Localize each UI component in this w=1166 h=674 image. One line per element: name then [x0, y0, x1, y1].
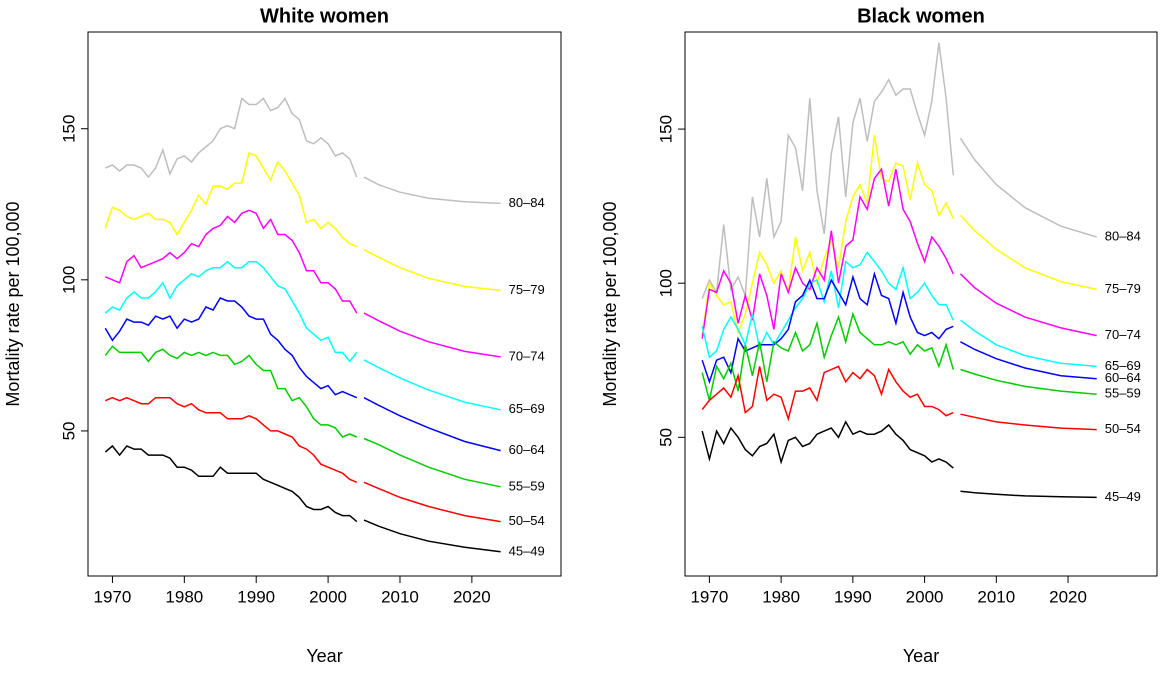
y-axis-title: Mortality rate per 100,000	[600, 201, 620, 406]
series-label: 70–74	[1105, 327, 1141, 342]
series-label: 60–64	[509, 442, 545, 457]
series-label: 60–64	[1105, 370, 1141, 385]
y-tick-label: 50	[59, 421, 78, 440]
series-label: 70–74	[509, 348, 545, 363]
series-line	[701, 167, 954, 339]
projection-line	[363, 437, 501, 488]
plot-box	[684, 31, 1158, 577]
series-label: 65–69	[509, 401, 545, 416]
y-tick-label: 100	[59, 266, 78, 294]
plot-box	[87, 31, 562, 577]
projection-line	[960, 341, 1097, 380]
x-tick-label: 2010	[381, 587, 419, 606]
projection-line	[363, 481, 501, 523]
projection-line	[363, 359, 501, 411]
x-tick-label: 1980	[165, 587, 203, 606]
x-tick-label: 1970	[94, 587, 132, 606]
series-label: 75–79	[509, 282, 545, 297]
series-line	[104, 297, 358, 399]
series-line	[701, 42, 955, 299]
series-line	[105, 97, 358, 179]
series-label: 55–59	[509, 478, 545, 493]
x-tick-label: 2010	[977, 587, 1015, 606]
series-label: 80–84	[1105, 228, 1141, 243]
x-tick-label: 1990	[237, 587, 275, 606]
series-line	[105, 209, 358, 314]
chart-title: Black women	[857, 5, 985, 27]
series-line	[701, 135, 954, 336]
projection-line	[960, 490, 1097, 499]
series-line	[104, 444, 358, 523]
x-tick-label: 1970	[690, 587, 728, 606]
projection-line	[363, 248, 501, 292]
series-label: 80–84	[509, 195, 545, 210]
projection-line	[363, 176, 501, 205]
x-tick-label: 2020	[1049, 587, 1087, 606]
projection-line	[363, 312, 501, 358]
projection-line	[960, 413, 1097, 431]
y-tick-label: 100	[656, 269, 675, 297]
x-tick-label: 2000	[906, 587, 944, 606]
series-line	[701, 365, 954, 422]
series-label: 55–59	[1105, 386, 1141, 401]
projection-line	[363, 397, 501, 452]
series-line	[701, 311, 955, 401]
x-tick-label: 1980	[762, 587, 800, 606]
series-line	[104, 345, 358, 438]
series-line	[701, 251, 954, 359]
series-line	[701, 420, 954, 469]
y-tick-label: 50	[656, 428, 675, 447]
x-axis-title: Year	[306, 646, 342, 666]
series-line	[105, 396, 358, 483]
y-tick-label: 150	[59, 115, 78, 143]
projection-line	[959, 273, 1097, 337]
series-label: 65–69	[1105, 358, 1141, 373]
chart-title: White women	[260, 5, 389, 27]
projection-line	[960, 319, 1097, 368]
y-tick-label: 150	[656, 115, 675, 143]
series-label: 45–49	[509, 543, 545, 558]
series-line	[104, 151, 358, 248]
series-label: 50–54	[1105, 421, 1141, 436]
x-axis-title: Year	[903, 646, 939, 666]
x-tick-label: 1990	[834, 587, 872, 606]
y-axis-title: Mortality rate per 100,000	[3, 201, 23, 406]
series-label: 45–49	[1105, 489, 1141, 504]
projection-line	[363, 519, 501, 553]
series-label: 75–79	[1105, 281, 1141, 296]
projection-line	[959, 137, 1097, 238]
projection-line	[960, 368, 1097, 395]
projection-line	[959, 214, 1097, 291]
x-tick-label: 2000	[309, 587, 347, 606]
x-tick-label: 2020	[453, 587, 491, 606]
series-label: 50–54	[509, 513, 545, 528]
series-line	[104, 260, 358, 363]
